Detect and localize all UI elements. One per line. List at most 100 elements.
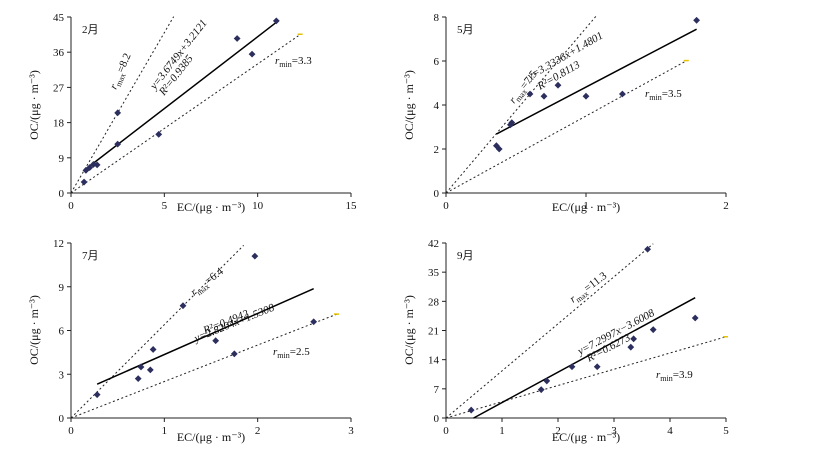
data-point bbox=[644, 245, 651, 253]
month-label: 7月 bbox=[82, 250, 99, 262]
regression-line bbox=[496, 28, 697, 135]
rmax-label: rmax=7.5 bbox=[507, 68, 542, 107]
y-tick-label: 3 bbox=[59, 369, 65, 381]
x-axis-label: EC/(μg · m⁻³) bbox=[552, 200, 620, 214]
x-tick-label: 15 bbox=[346, 200, 358, 212]
rmax-line bbox=[70, 16, 175, 194]
x-tick-label: 2 bbox=[255, 425, 261, 437]
y-axis-label: OC/(μg · m⁻³) bbox=[402, 70, 416, 140]
y-tick-label: 6 bbox=[434, 56, 440, 68]
x-tick-label: 2 bbox=[555, 425, 561, 437]
data-point bbox=[649, 326, 657, 334]
data-point bbox=[179, 302, 187, 310]
data-point bbox=[495, 145, 503, 153]
data-point bbox=[693, 16, 700, 24]
data-point bbox=[212, 337, 220, 345]
data-point bbox=[508, 119, 516, 126]
y-tick-label: 8 bbox=[434, 12, 440, 24]
data-point bbox=[540, 92, 548, 100]
x-tick-label: 5 bbox=[162, 200, 168, 212]
x-axis-label: EC/(μg · m⁻³) bbox=[552, 430, 620, 444]
x-tick-label: 3 bbox=[348, 425, 354, 437]
data-point bbox=[248, 50, 256, 58]
rmax-line bbox=[445, 16, 597, 194]
data-point bbox=[543, 377, 551, 385]
y-tick-label: 27 bbox=[53, 82, 65, 94]
y-tick-label: 7 bbox=[434, 384, 440, 396]
y-tick-label: 42 bbox=[428, 238, 439, 250]
y-tick-label: 9 bbox=[59, 282, 65, 294]
data-point bbox=[114, 109, 122, 117]
rmin-label: rmin=3.5 bbox=[645, 88, 682, 102]
x-tick-label: 0 bbox=[443, 200, 449, 212]
x-tick-label: 0 bbox=[68, 425, 74, 437]
data-point bbox=[90, 161, 97, 168]
y-tick-label: 12 bbox=[53, 238, 64, 250]
regression-line bbox=[96, 288, 314, 385]
data-point bbox=[537, 386, 545, 394]
data-point bbox=[233, 35, 241, 42]
data-point bbox=[230, 350, 238, 358]
rmax-label: rmax=8.2 bbox=[108, 51, 136, 91]
data-point bbox=[310, 318, 318, 326]
rmin-line bbox=[445, 336, 727, 419]
month-label: 5月 bbox=[457, 24, 474, 36]
data-point bbox=[691, 314, 699, 322]
y-axis-label: OC/(μg · m⁻³) bbox=[27, 295, 41, 365]
panel-4: 0 1 2 3 4 5 0 7 14 21 28 35 42 EC/(μg · m⁻³) OC/(μg · … bbox=[402, 238, 729, 444]
y-tick-label: 4 bbox=[434, 100, 440, 112]
x-tick-label: 10 bbox=[252, 200, 264, 212]
y-tick-label: 45 bbox=[53, 12, 65, 24]
y-axis-label: OC/(μg · m⁻³) bbox=[402, 295, 416, 365]
x-tick-label: 1 bbox=[499, 425, 505, 437]
data-point bbox=[627, 343, 635, 351]
y-axis-label: OC/(μg · m⁻³) bbox=[27, 70, 41, 140]
y-tick-label: 6 bbox=[59, 326, 65, 338]
y-tick-label: 36 bbox=[53, 47, 65, 59]
rmin-label: rmin=2.5 bbox=[273, 346, 310, 360]
data-point bbox=[593, 363, 601, 371]
x-axis-label: EC/(μg · m⁻³) bbox=[177, 200, 245, 214]
data-point bbox=[526, 90, 534, 98]
x-tick-label: 0 bbox=[68, 200, 74, 212]
data-point bbox=[554, 81, 562, 89]
rmax-label: rmax=11.3 bbox=[568, 270, 611, 307]
y-tick-label: 0 bbox=[434, 413, 440, 425]
data-point bbox=[467, 406, 475, 414]
rmax-line bbox=[70, 244, 245, 419]
data-point bbox=[568, 363, 576, 371]
x-tick-label: 3 bbox=[611, 425, 617, 437]
data-point bbox=[137, 363, 145, 371]
rmax-line bbox=[445, 243, 654, 419]
rmin-line bbox=[70, 33, 301, 194]
month-label: 9月 bbox=[457, 250, 474, 262]
panel-1: 0 5 10 15 0 9 18 27 36 45 EC/(μg · m⁻³) OC/(μg · m⁻… bbox=[27, 12, 357, 214]
x-tick-label: 2 bbox=[723, 200, 729, 212]
data-point bbox=[155, 130, 163, 138]
rmin-label: rmin=3.3 bbox=[275, 55, 312, 69]
y-tick-label: 14 bbox=[428, 355, 440, 367]
data-point bbox=[80, 178, 88, 186]
data-point bbox=[272, 17, 280, 25]
y-tick-label: 21 bbox=[428, 326, 439, 338]
y-tick-label: 0 bbox=[434, 188, 440, 200]
rmin-label: rmin=3.9 bbox=[656, 369, 693, 383]
y-tick-label: 28 bbox=[428, 296, 440, 308]
data-point bbox=[146, 366, 154, 374]
y-tick-label: 35 bbox=[428, 267, 440, 279]
data-point bbox=[93, 391, 101, 399]
x-tick-label: 5 bbox=[723, 425, 729, 437]
y-tick-label: 18 bbox=[53, 118, 65, 130]
month-label: 2月 bbox=[82, 24, 99, 36]
regression-line bbox=[473, 296, 696, 419]
x-axis-label: EC/(μg · m⁻³) bbox=[177, 430, 245, 444]
data-point bbox=[86, 164, 94, 171]
y-tick-label: 0 bbox=[59, 413, 65, 425]
data-point bbox=[114, 140, 122, 148]
data-point bbox=[93, 161, 101, 169]
y-tick-label: 0 bbox=[59, 188, 65, 200]
x-tick-label: 4 bbox=[667, 425, 673, 437]
